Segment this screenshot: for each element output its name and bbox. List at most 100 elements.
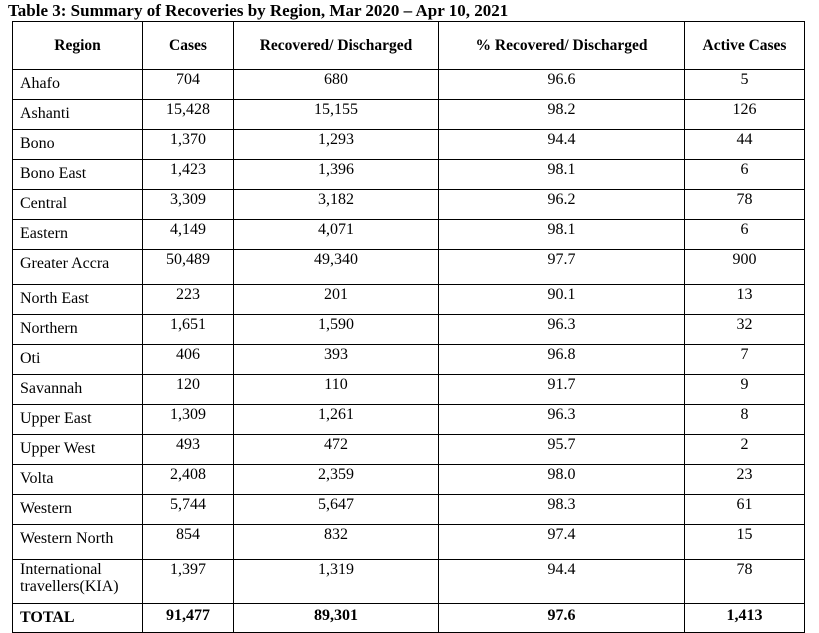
region-cell: Bono xyxy=(12,129,143,160)
active-cases-cell: 8 xyxy=(684,404,805,435)
cases-cell: 223 xyxy=(142,284,234,315)
header-pct-recovered: % Recovered/ Discharged xyxy=(438,21,685,70)
table-row: Western 5,744 5,647 98.3 61 xyxy=(12,494,805,525)
recovered-cell: 832 xyxy=(233,524,439,560)
recovered-cell: 201 xyxy=(233,284,439,315)
pct-recovered-cell: 95.7 xyxy=(438,434,685,465)
cases-cell: 1,309 xyxy=(142,404,234,435)
recovered-cell: 1,590 xyxy=(233,314,439,345)
active-cases-cell: 7 xyxy=(684,344,805,375)
table-row: Bono East 1,423 1,396 98.1 6 xyxy=(12,159,805,190)
region-cell: Oti xyxy=(12,344,143,375)
cases-cell: 120 xyxy=(142,374,234,405)
table-caption: Table 3: Summary of Recoveries by Region… xyxy=(8,1,509,20)
pct-recovered-cell: 97.7 xyxy=(438,249,685,285)
header-cases: Cases xyxy=(142,21,234,70)
recovered-cell: 49,340 xyxy=(233,249,439,285)
table-row: Oti 406 393 96.8 7 xyxy=(12,344,805,375)
total-cases-cell: 91,477 xyxy=(142,603,234,633)
recovered-cell: 4,071 xyxy=(233,219,439,250)
pct-recovered-cell: 98.1 xyxy=(438,159,685,190)
pct-recovered-cell: 91.7 xyxy=(438,374,685,405)
active-cases-cell: 6 xyxy=(684,159,805,190)
recoveries-table: Region Cases Recovered/ Discharged % Rec… xyxy=(12,21,805,633)
table-row: Ahafo 704 680 96.6 5 xyxy=(12,69,805,100)
cases-cell: 3,309 xyxy=(142,189,234,220)
table-row: Central 3,309 3,182 96.2 78 xyxy=(12,189,805,220)
recovered-cell: 1,319 xyxy=(233,559,439,604)
table-row: Upper West 493 472 95.7 2 xyxy=(12,434,805,465)
cases-cell: 493 xyxy=(142,434,234,465)
region-cell: Western North xyxy=(12,524,143,560)
total-recovered-cell: 89,301 xyxy=(233,603,439,633)
table-body: Ahafo 704 680 96.6 5 Ashanti 15,428 15,155 98.2 1… xyxy=(12,69,805,604)
cases-cell: 5,744 xyxy=(142,494,234,525)
header-region: Region xyxy=(12,21,143,70)
pct-recovered-cell: 96.8 xyxy=(438,344,685,375)
total-active-cell: 1,413 xyxy=(684,603,805,633)
pct-recovered-cell: 98.3 xyxy=(438,494,685,525)
active-cases-cell: 32 xyxy=(684,314,805,345)
recovered-cell: 393 xyxy=(233,344,439,375)
cases-cell: 1,651 xyxy=(142,314,234,345)
pct-recovered-cell: 97.4 xyxy=(438,524,685,560)
cases-cell: 2,408 xyxy=(142,464,234,495)
pct-recovered-cell: 98.0 xyxy=(438,464,685,495)
cases-cell: 1,370 xyxy=(142,129,234,160)
active-cases-cell: 2 xyxy=(684,434,805,465)
region-cell: Eastern xyxy=(12,219,143,250)
region-cell: Central xyxy=(12,189,143,220)
active-cases-cell: 61 xyxy=(684,494,805,525)
region-cell: Savannah xyxy=(12,374,143,405)
pct-recovered-cell: 98.1 xyxy=(438,219,685,250)
table-row: Greater Accra 50,489 49,340 97.7 900 xyxy=(12,249,805,285)
region-cell: Bono East xyxy=(12,159,143,190)
active-cases-cell: 13 xyxy=(684,284,805,315)
recovered-cell: 472 xyxy=(233,434,439,465)
pct-recovered-cell: 96.3 xyxy=(438,314,685,345)
total-row: TOTAL 91,477 89,301 97.6 1,413 xyxy=(12,603,805,633)
region-cell: Ashanti xyxy=(12,99,143,130)
header-row: Region Cases Recovered/ Discharged % Rec… xyxy=(12,21,805,70)
header-recovered: Recovered/ Discharged xyxy=(233,21,439,70)
region-cell: Northern xyxy=(12,314,143,345)
recovered-cell: 680 xyxy=(233,69,439,100)
region-cell: Volta xyxy=(12,464,143,495)
recovered-cell: 1,293 xyxy=(233,129,439,160)
region-cell: Ahafo xyxy=(12,69,143,100)
pct-recovered-cell: 96.2 xyxy=(438,189,685,220)
total-region-cell: TOTAL xyxy=(12,603,143,633)
cases-cell: 704 xyxy=(142,69,234,100)
active-cases-cell: 9 xyxy=(684,374,805,405)
region-cell: North East xyxy=(12,284,143,315)
pct-recovered-cell: 96.6 xyxy=(438,69,685,100)
cases-cell: 854 xyxy=(142,524,234,560)
cases-cell: 50,489 xyxy=(142,249,234,285)
recovered-cell: 3,182 xyxy=(233,189,439,220)
pct-recovered-cell: 98.2 xyxy=(438,99,685,130)
table-row: International travellers(KIA) 1,397 1,319 9… xyxy=(12,559,805,604)
region-cell: Greater Accra xyxy=(12,249,143,285)
region-cell: International travellers(KIA) xyxy=(12,559,143,604)
recovered-cell: 1,261 xyxy=(233,404,439,435)
pct-recovered-cell: 96.3 xyxy=(438,404,685,435)
active-cases-cell: 78 xyxy=(684,559,805,604)
region-cell: Western xyxy=(12,494,143,525)
total-pct-cell: 97.6 xyxy=(438,603,685,633)
region-cell: Upper East xyxy=(12,404,143,435)
table-row: Western North 854 832 97.4 15 xyxy=(12,524,805,560)
active-cases-cell: 23 xyxy=(684,464,805,495)
active-cases-cell: 126 xyxy=(684,99,805,130)
recovered-cell: 5,647 xyxy=(233,494,439,525)
pct-recovered-cell: 94.4 xyxy=(438,129,685,160)
table-row: Ashanti 15,428 15,155 98.2 126 xyxy=(12,99,805,130)
table-row: Bono 1,370 1,293 94.4 44 xyxy=(12,129,805,160)
active-cases-cell: 78 xyxy=(684,189,805,220)
region-cell: Upper West xyxy=(12,434,143,465)
cases-cell: 1,397 xyxy=(142,559,234,604)
recovered-cell: 1,396 xyxy=(233,159,439,190)
document-page: Table 3: Summary of Recoveries by Region… xyxy=(8,1,805,633)
active-cases-cell: 900 xyxy=(684,249,805,285)
recovered-cell: 2,359 xyxy=(233,464,439,495)
table-row: Upper East 1,309 1,261 96.3 8 xyxy=(12,404,805,435)
